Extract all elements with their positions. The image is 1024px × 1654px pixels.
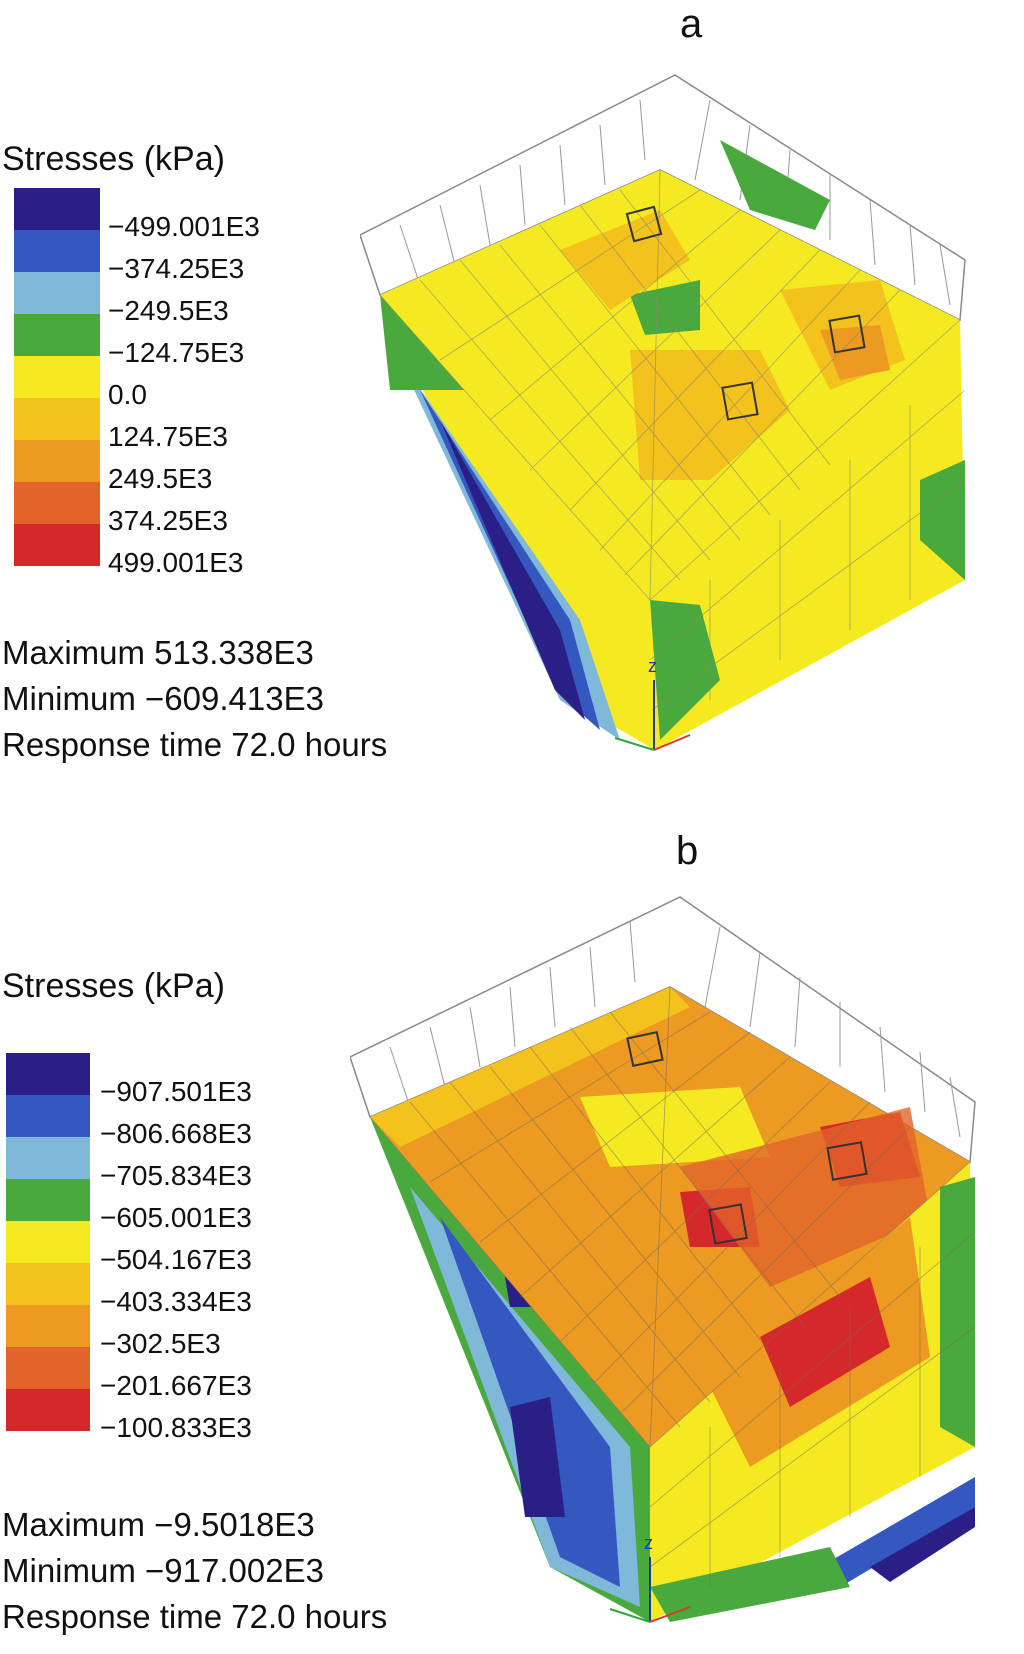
legend-tick: −907.501E3 — [100, 1076, 252, 1107]
panel-b: b Stresses (kPa) −907.501E3 −806.668E3 −… — [0, 827, 1024, 1654]
legend-tick: −302.5E3 — [100, 1328, 221, 1359]
top-face-yellow-center — [580, 1087, 770, 1167]
legend-tick: −499.001E3 — [108, 211, 260, 242]
mesh-lines — [379, 169, 966, 711]
right-face-green-bottom — [650, 1547, 850, 1622]
axis-indicator: z — [609, 1533, 691, 1623]
swatch — [14, 356, 100, 398]
right-face-darkblue-bottom — [870, 1507, 975, 1582]
swatch — [14, 482, 100, 524]
panel-label-a: a — [680, 2, 703, 46]
legend-tick: −504.167E3 — [100, 1244, 252, 1275]
right-face-blue-bottom — [820, 1477, 975, 1587]
legend-title-a: Stresses (kPa) — [2, 140, 225, 178]
left-face — [380, 295, 655, 750]
swatch — [14, 440, 100, 482]
legend-ticks-a: −499.001E3 −374.25E3 −249.5E3 −124.75E3 … — [108, 206, 260, 584]
legend-tick: 499.001E3 — [108, 547, 244, 578]
swatch — [6, 1389, 90, 1431]
maximum-value: Maximum −9.5018E3 — [2, 1506, 315, 1543]
stats-a: Maximum 513.338E3 Minimum −609.413E3 Res… — [2, 630, 387, 768]
swatch — [6, 1263, 90, 1305]
right-face-green-1 — [920, 460, 965, 580]
minimum-value: Minimum −917.002E3 — [2, 1552, 324, 1589]
swatch — [14, 524, 100, 566]
legend-tick: 0.0 — [108, 379, 147, 410]
top-face — [370, 987, 970, 1447]
swatch — [14, 398, 100, 440]
top-face-green-corner — [720, 140, 830, 230]
axis-indicator: z — [614, 656, 691, 751]
swatch — [6, 1221, 90, 1263]
swatch — [14, 314, 100, 356]
top-face-orange-center — [820, 325, 890, 380]
stress-contour-model-b: z — [350, 896, 976, 1623]
legend-tick: −705.834E3 — [100, 1160, 252, 1191]
legend-tick: −374.25E3 — [108, 253, 245, 284]
roof-grid — [399, 99, 951, 306]
top-face-green-center — [630, 280, 700, 335]
swatch — [6, 1095, 90, 1137]
right-face-red — [760, 1277, 890, 1407]
legend-title-b: Stresses (kPa) — [2, 967, 225, 1005]
load-blocks — [625, 205, 866, 421]
legend-tick: −249.5E3 — [108, 295, 229, 326]
swatch — [6, 1137, 90, 1179]
axis-z-label: z — [648, 656, 657, 676]
swatch — [14, 272, 100, 314]
mesh-lines — [369, 986, 976, 1587]
color-scale-a — [14, 188, 100, 566]
legend-ticks-b: −907.501E3 −806.668E3 −705.834E3 −605.00… — [100, 1071, 252, 1449]
legend-tick: −806.668E3 — [100, 1118, 252, 1149]
legend-tick: −201.667E3 — [100, 1370, 252, 1401]
legend-tick: 249.5E3 — [108, 463, 213, 494]
left-face-darkest-2 — [510, 1397, 565, 1517]
legend-tick: 374.25E3 — [108, 505, 228, 536]
minimum-value: Minimum −609.413E3 — [2, 680, 324, 717]
color-scale-b — [6, 1053, 90, 1431]
panel-label-b: b — [676, 829, 699, 873]
axis-z-label: z — [644, 1533, 653, 1553]
swatch — [6, 1305, 90, 1347]
swatch — [6, 1347, 90, 1389]
swatch — [14, 230, 100, 272]
load-blocks — [626, 1031, 868, 1245]
stress-contour-model-a: z — [360, 74, 966, 751]
swatch — [14, 188, 100, 230]
maximum-value: Maximum 513.338E3 — [2, 634, 314, 671]
panel-a: a Stresses (kPa) −499.001E3 −374.25E3 −2… — [2, 2, 966, 768]
top-face-yellow-band — [370, 987, 690, 1147]
top-face-orange-red — [680, 1107, 930, 1287]
left-face-darkest — [440, 420, 585, 720]
legend-tick: 124.75E3 — [108, 421, 228, 452]
response-time: Response time 72.0 hours — [2, 726, 388, 763]
legend-tick: −605.001E3 — [100, 1202, 252, 1233]
legend-tick: −124.75E3 — [108, 337, 245, 368]
right-face — [650, 320, 965, 750]
response-time: Response time 72.0 hours — [2, 1598, 388, 1635]
stats-b: Maximum −9.5018E3 Minimum −917.002E3 Res… — [2, 1502, 387, 1640]
legend-tick: −100.833E3 — [100, 1412, 252, 1443]
swatch — [6, 1053, 90, 1095]
right-face-green-edge — [940, 1177, 975, 1447]
swatch — [6, 1179, 90, 1221]
right-face-green-2 — [650, 600, 720, 740]
legend-tick: −403.334E3 — [100, 1286, 252, 1317]
roof-grid — [389, 921, 961, 1138]
